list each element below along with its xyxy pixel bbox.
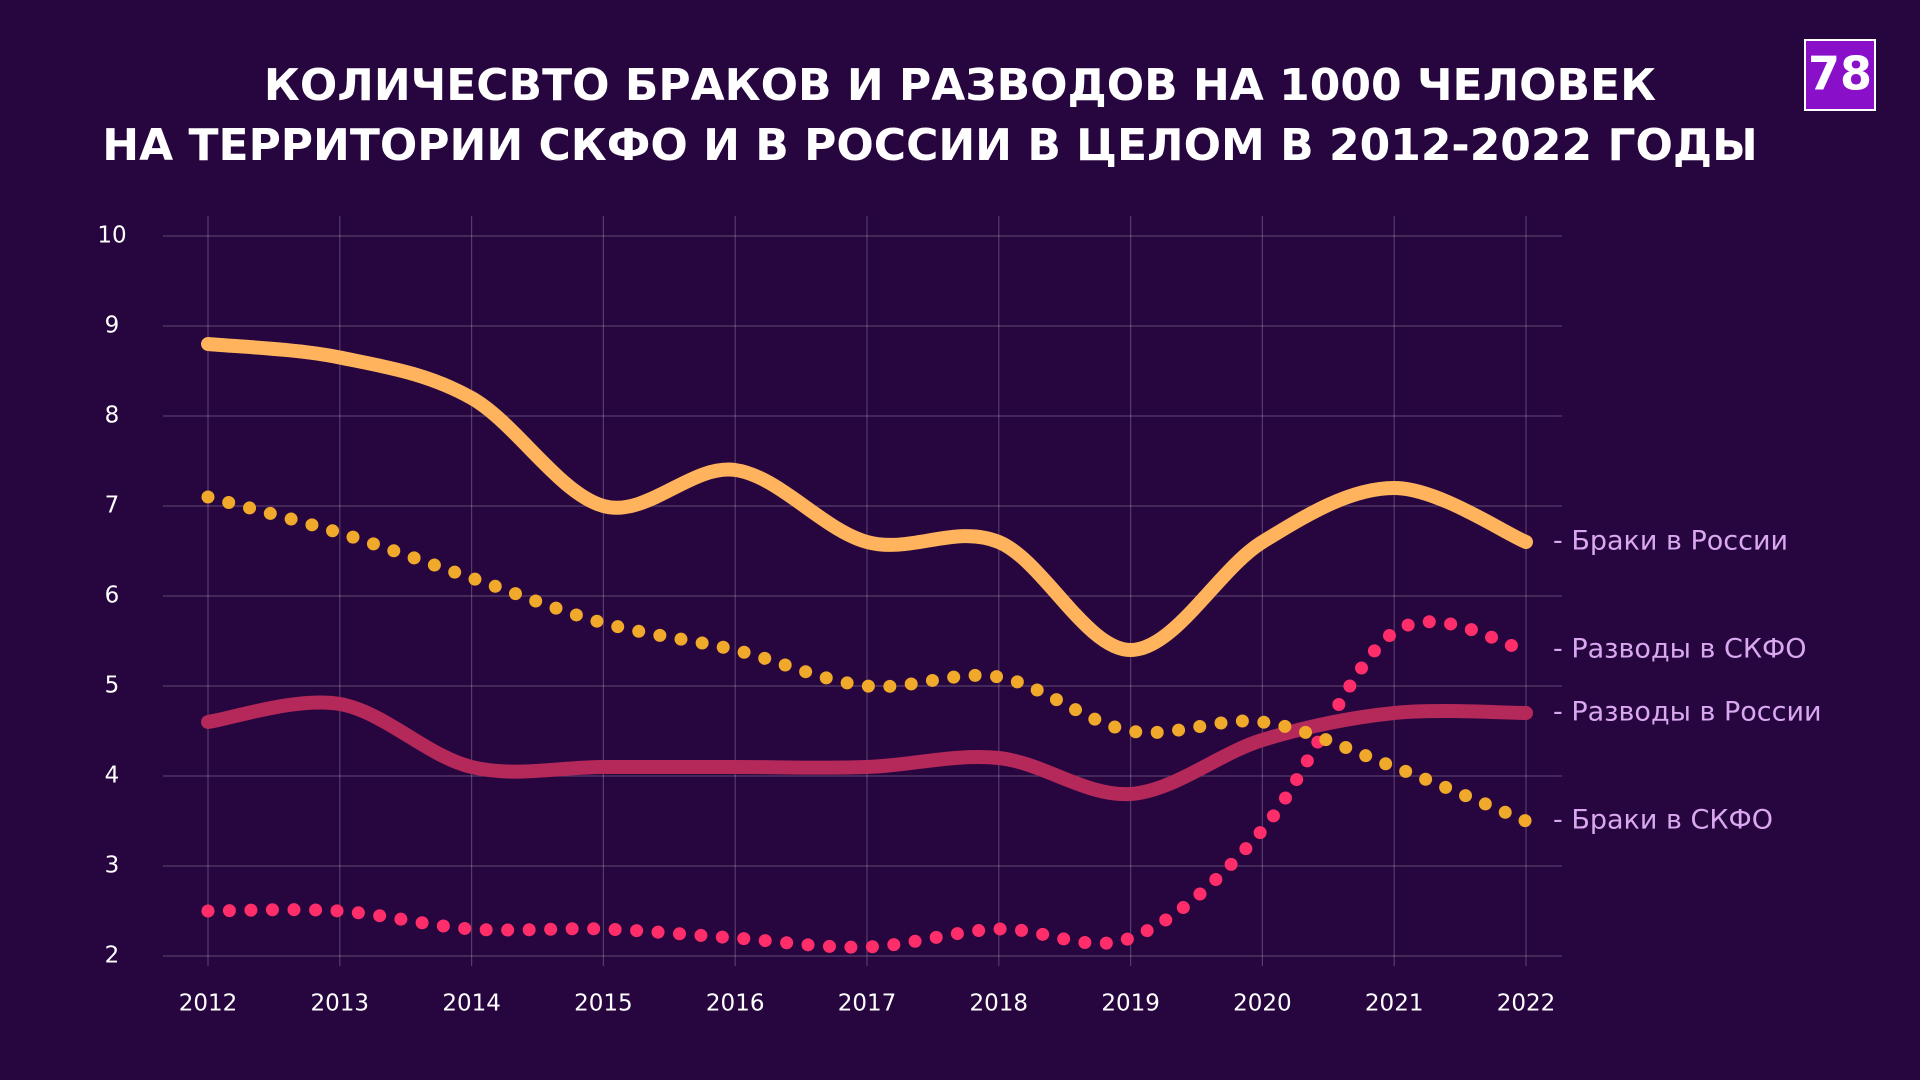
x-tick-label: 2014: [442, 991, 501, 1017]
x-tick-label: 2017: [838, 991, 897, 1017]
logo: 78: [1808, 47, 1872, 101]
chart-title: НА ТЕРРИТОРИИ СКФО И В РОССИИ В ЦЕЛОМ В …: [102, 120, 1757, 171]
x-tick-label: 2013: [311, 991, 370, 1017]
y-tick-label: 3: [105, 853, 120, 879]
series-line: [201, 615, 1533, 954]
x-tick-label: 2016: [706, 991, 765, 1017]
x-tick-label: 2021: [1365, 991, 1424, 1017]
y-tick-label: 2: [105, 943, 120, 969]
y-tick-label: 5: [105, 673, 120, 699]
series-label: - Браки в России: [1553, 526, 1788, 557]
x-tick-label: 2019: [1101, 991, 1160, 1017]
series-label: - Разводы в России: [1553, 697, 1822, 728]
y-tick-label: 8: [105, 403, 120, 429]
y-tick-label: 4: [105, 763, 120, 789]
y-tick-label: 7: [105, 493, 120, 519]
logo-badge: [1804, 39, 1876, 111]
x-tick-label: 2018: [970, 991, 1029, 1017]
y-tick-label: 9: [105, 313, 120, 339]
chart-title: КОЛИЧЕСВТО БРАКОВ И РАЗВОДОВ НА 1000 ЧЕЛ…: [264, 60, 1656, 111]
x-tick-label: 2015: [574, 991, 633, 1017]
x-tick-label: 2022: [1497, 991, 1556, 1017]
y-tick-label: 10: [97, 223, 126, 249]
series-line: [201, 695, 1533, 802]
x-tick-label: 2012: [179, 991, 238, 1017]
y-tick-label: 6: [105, 583, 120, 609]
series-label: - Браки в СКФО: [1553, 805, 1773, 836]
series-line: [201, 490, 1533, 828]
series-label: - Разводы в СКФО: [1553, 634, 1807, 665]
x-tick-label: 2020: [1233, 991, 1292, 1017]
series-line: [201, 337, 1533, 658]
